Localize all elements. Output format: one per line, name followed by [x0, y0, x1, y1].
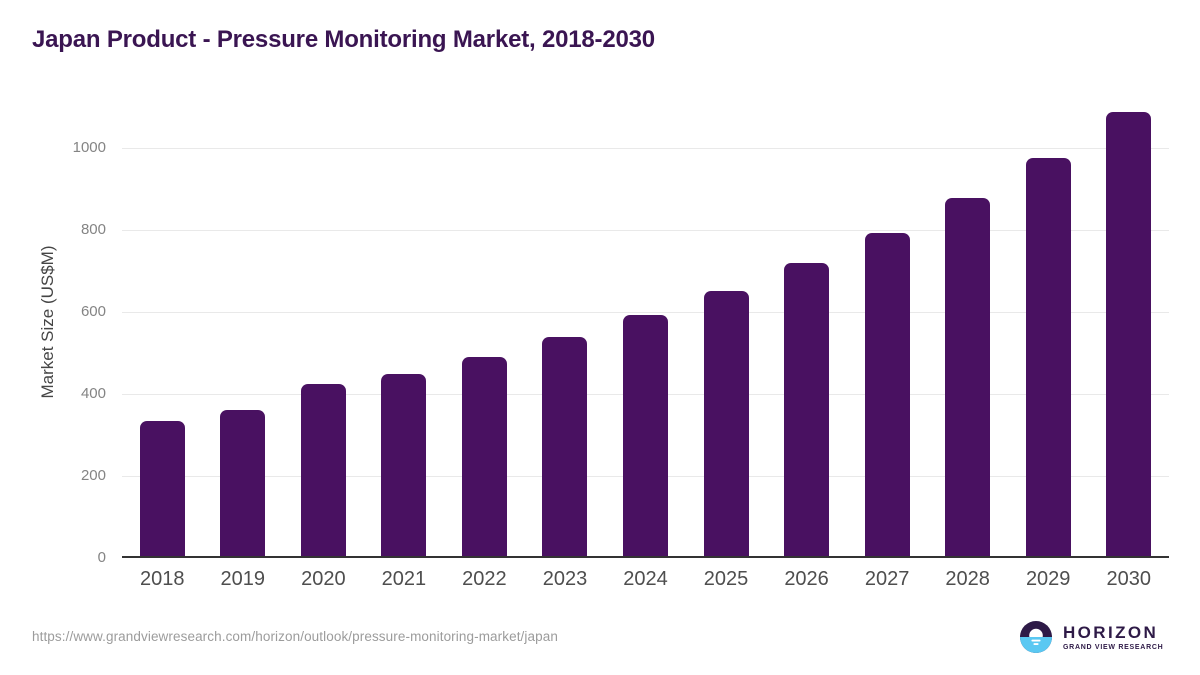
plot-area: [122, 100, 1169, 558]
bar-2028[interactable]: [945, 198, 991, 558]
gridline-600: [122, 311, 1169, 313]
bar-2025[interactable]: [703, 291, 749, 558]
bar-2024[interactable]: [623, 315, 668, 558]
y-tick-label-200: 200: [80, 467, 106, 484]
x-tick-label-2030: 2030: [1106, 568, 1151, 590]
x-tick-label-2020: 2020: [301, 568, 346, 590]
x-tick-label-2023: 2023: [542, 568, 588, 590]
y-axis-title: Market Size (US$M): [38, 245, 57, 399]
source-url: https://www.grandviewresearch.com/horizo…: [32, 629, 558, 644]
bar-2027[interactable]: [864, 233, 910, 558]
bar-2030[interactable]: [1106, 111, 1152, 558]
bar-2029[interactable]: [1025, 157, 1071, 558]
x-tick-label-2029: 2029: [1025, 568, 1071, 590]
logo-text: HORIZON GRAND VIEW RESEARCH: [1063, 624, 1163, 651]
bar-2018[interactable]: [139, 420, 185, 558]
x-tick-label-2019: 2019: [220, 568, 266, 590]
horizon-logo: HORIZON GRAND VIEW RESEARCH: [1019, 620, 1163, 654]
gridline-1000: [122, 147, 1169, 149]
logo-wordmark: HORIZON: [1063, 622, 1159, 642]
x-tick-label-2028: 2028: [945, 568, 990, 590]
y-tick-label-0: 0: [97, 549, 106, 566]
gridline-800: [122, 229, 1169, 231]
bar-2019[interactable]: [220, 410, 266, 558]
bar-2023[interactable]: [542, 336, 588, 558]
x-tick-label-2026: 2026: [784, 568, 829, 590]
x-tick-label-2018: 2018: [140, 568, 185, 590]
logo-tagline: GRAND VIEW RESEARCH: [1063, 643, 1164, 651]
horizon-logo-icon: [1020, 621, 1052, 653]
bar-2021[interactable]: [381, 373, 427, 558]
bar-2020[interactable]: [300, 383, 346, 558]
x-tick-label-2027: 2027: [864, 568, 910, 590]
x-tick-label-2025: 2025: [703, 568, 749, 590]
bar-2026[interactable]: [784, 262, 830, 558]
bar-2022[interactable]: [461, 356, 507, 558]
x-axis-line: [122, 556, 1169, 558]
x-tick-label-2022: 2022: [462, 568, 507, 590]
y-tick-label-1000: 1000: [72, 139, 106, 156]
x-tick-label-2024: 2024: [623, 568, 668, 590]
y-tick-label-800: 800: [80, 221, 106, 238]
chart-title: Japan Product - Pressure Monitoring Mark…: [32, 26, 655, 53]
x-tick-label-2021: 2021: [381, 568, 427, 590]
